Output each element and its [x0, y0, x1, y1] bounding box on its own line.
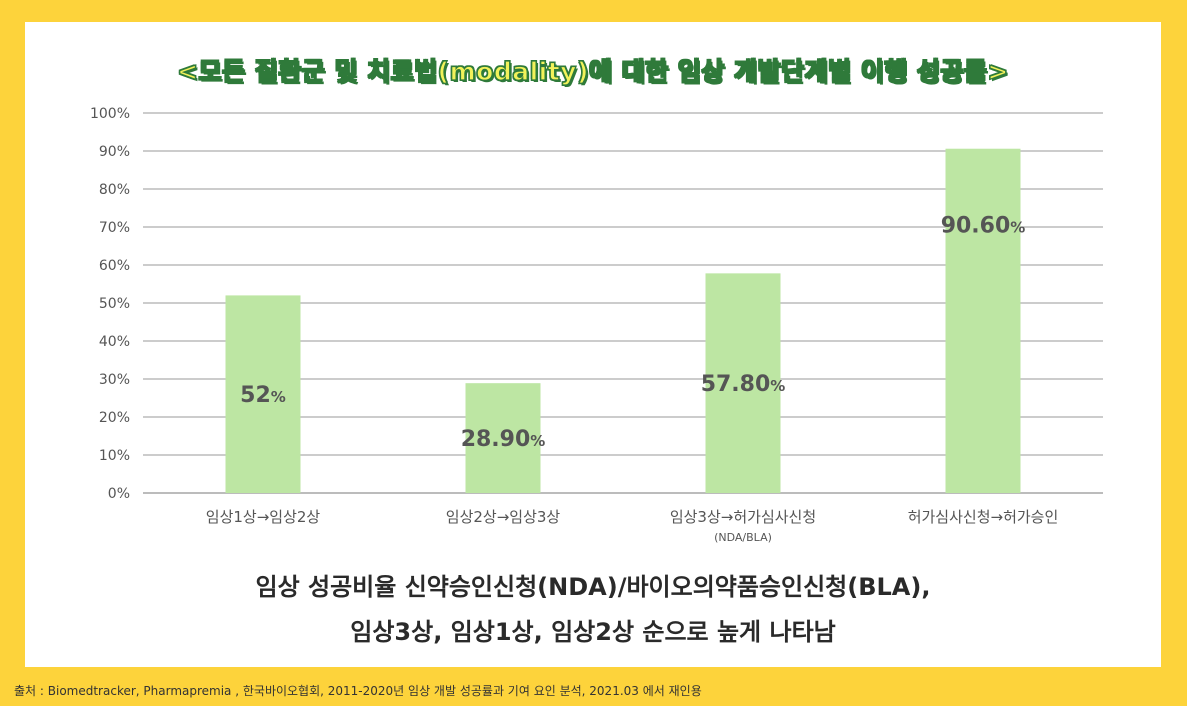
caption-line-1: 임상 성공비율 신약승인신청(NDA)/바이오의약품승인신청(BLA),: [255, 573, 931, 601]
y-tick-label: 20%: [99, 410, 130, 426]
x-category-label: 임상1상→임상2상: [206, 508, 321, 526]
y-tick-label: 30%: [99, 372, 130, 388]
x-category-label: 허가심사신청→허가승인: [908, 508, 1059, 526]
y-tick-label: 60%: [99, 258, 130, 274]
source-note: 출처 : Biomedtracker, Pharmapremia , 한국바이오…: [14, 684, 702, 698]
data-label: 90.60%: [941, 214, 1026, 239]
chart-title: <모든 질환군 및 치료법(modality)에 대한 임상 개발단계별 이행 …: [177, 56, 1009, 86]
data-label: 57.80%: [701, 372, 786, 397]
x-category-label: 임상2상→임상3상: [446, 508, 561, 526]
bar: [465, 383, 541, 493]
bar-chart: 0% 10% 20% 30% 40% 50% 60% 70% 80% 90% 100% 52% 임상1상…: [90, 106, 1103, 544]
y-tick-label: 80%: [99, 182, 130, 198]
data-label: 52%: [240, 383, 286, 408]
y-tick-label: 0%: [108, 486, 130, 502]
chart-card: <모든 질환군 및 치료법(modality)에 대한 임상 개발단계별 이행 …: [25, 22, 1161, 667]
y-tick-label: 10%: [99, 448, 130, 464]
y-tick-label: 40%: [99, 334, 130, 350]
data-label: 28.90%: [461, 427, 546, 452]
y-tick-label: 50%: [99, 296, 130, 312]
y-tick-label: 70%: [99, 220, 130, 236]
bar: [705, 273, 781, 493]
bar: [225, 295, 301, 493]
y-tick-label: 90%: [99, 144, 130, 160]
x-category-label: 임상3상→허가심사신청: [670, 508, 816, 526]
caption-line-2: 임상3상, 임상1상, 임상2상 순으로 높게 나타남: [350, 618, 836, 646]
y-tick-label: 100%: [90, 106, 130, 122]
x-category-sublabel: (NDA/BLA): [714, 531, 772, 544]
bar: [945, 148, 1021, 493]
